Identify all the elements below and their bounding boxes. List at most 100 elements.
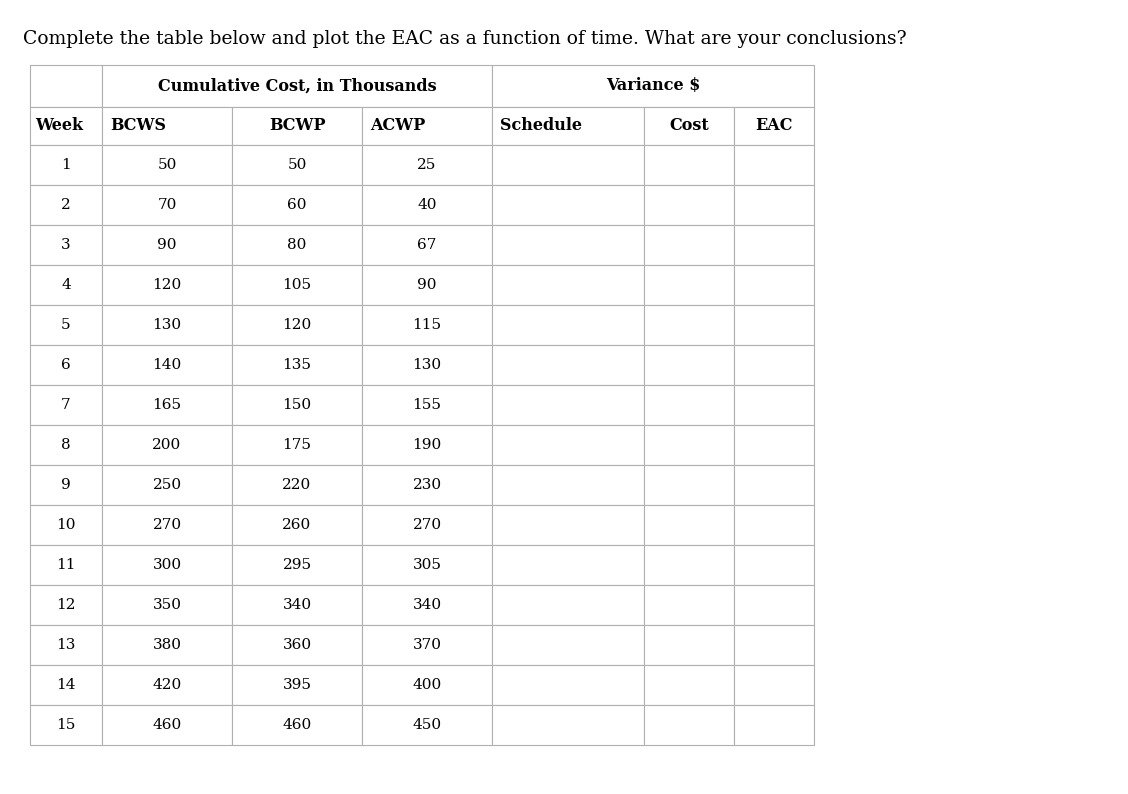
Bar (734, 625, 814, 665)
Text: 150: 150 (282, 398, 311, 412)
Bar (644, 225, 734, 265)
Bar (102, 665, 232, 705)
Bar (232, 585, 362, 625)
Text: 13: 13 (56, 638, 76, 652)
Text: 350: 350 (152, 598, 182, 612)
Bar (492, 465, 644, 505)
Text: 7: 7 (61, 398, 71, 412)
Bar (362, 545, 492, 585)
Bar (232, 225, 362, 265)
Bar (102, 545, 232, 585)
Bar (644, 705, 734, 745)
Bar (102, 185, 232, 225)
Text: Complete the table below and plot the EAC as a function of time. What are your c: Complete the table below and plot the EA… (23, 30, 906, 48)
Text: 12: 12 (56, 598, 76, 612)
Text: 5: 5 (61, 318, 71, 332)
Bar (734, 225, 814, 265)
Bar (492, 65, 814, 107)
Text: Week: Week (35, 118, 83, 134)
Bar (362, 107, 492, 145)
Bar (102, 345, 232, 385)
Bar (30, 585, 102, 625)
Bar (492, 425, 644, 465)
Bar (734, 465, 814, 505)
Bar (644, 465, 734, 505)
Text: 120: 120 (282, 318, 311, 332)
Bar (232, 145, 362, 185)
Bar (30, 225, 102, 265)
Bar (30, 107, 102, 145)
Text: 130: 130 (413, 358, 441, 372)
Text: 14: 14 (56, 678, 76, 692)
Text: 9: 9 (61, 478, 71, 492)
Bar (734, 145, 814, 185)
Text: 175: 175 (282, 438, 311, 452)
Bar (362, 465, 492, 505)
Bar (232, 425, 362, 465)
Bar (492, 385, 644, 425)
Text: EAC: EAC (756, 118, 793, 134)
Bar (232, 545, 362, 585)
Bar (30, 185, 102, 225)
Text: 200: 200 (152, 438, 182, 452)
Text: 6: 6 (61, 358, 71, 372)
Text: 3: 3 (61, 238, 71, 252)
Bar (30, 505, 102, 545)
Bar (734, 545, 814, 585)
Bar (644, 145, 734, 185)
Bar (492, 305, 644, 345)
Bar (644, 665, 734, 705)
Bar (102, 305, 232, 345)
Bar (362, 225, 492, 265)
Text: 220: 220 (282, 478, 311, 492)
Bar (30, 65, 102, 107)
Bar (102, 225, 232, 265)
Text: 305: 305 (413, 558, 441, 572)
Bar (362, 625, 492, 665)
Bar (30, 665, 102, 705)
Bar (644, 585, 734, 625)
Bar (232, 107, 362, 145)
Bar (232, 705, 362, 745)
Bar (492, 505, 644, 545)
Text: 50: 50 (288, 158, 307, 172)
Text: Cost: Cost (669, 118, 708, 134)
Text: 50: 50 (157, 158, 177, 172)
Text: ACWP: ACWP (370, 118, 425, 134)
Bar (232, 625, 362, 665)
Bar (362, 185, 492, 225)
Bar (102, 145, 232, 185)
Bar (734, 505, 814, 545)
Text: 300: 300 (152, 558, 182, 572)
Text: 260: 260 (282, 518, 311, 532)
Bar (644, 345, 734, 385)
Bar (232, 385, 362, 425)
Bar (644, 505, 734, 545)
Text: 11: 11 (56, 558, 76, 572)
Text: 295: 295 (282, 558, 311, 572)
Text: 165: 165 (152, 398, 182, 412)
Bar (30, 385, 102, 425)
Bar (362, 145, 492, 185)
Bar (734, 705, 814, 745)
Bar (644, 265, 734, 305)
Bar (492, 625, 644, 665)
Text: 140: 140 (152, 358, 182, 372)
Bar (362, 265, 492, 305)
Bar (644, 385, 734, 425)
Bar (102, 107, 232, 145)
Text: 340: 340 (282, 598, 311, 612)
Bar (644, 107, 734, 145)
Text: 190: 190 (413, 438, 442, 452)
Text: 130: 130 (152, 318, 182, 332)
Bar (644, 305, 734, 345)
Bar (102, 385, 232, 425)
Bar (30, 265, 102, 305)
Text: 4: 4 (61, 278, 71, 292)
Text: Variance $: Variance $ (606, 78, 700, 94)
Bar (30, 425, 102, 465)
Text: 250: 250 (152, 478, 182, 492)
Bar (232, 305, 362, 345)
Text: 120: 120 (152, 278, 182, 292)
Bar (232, 265, 362, 305)
